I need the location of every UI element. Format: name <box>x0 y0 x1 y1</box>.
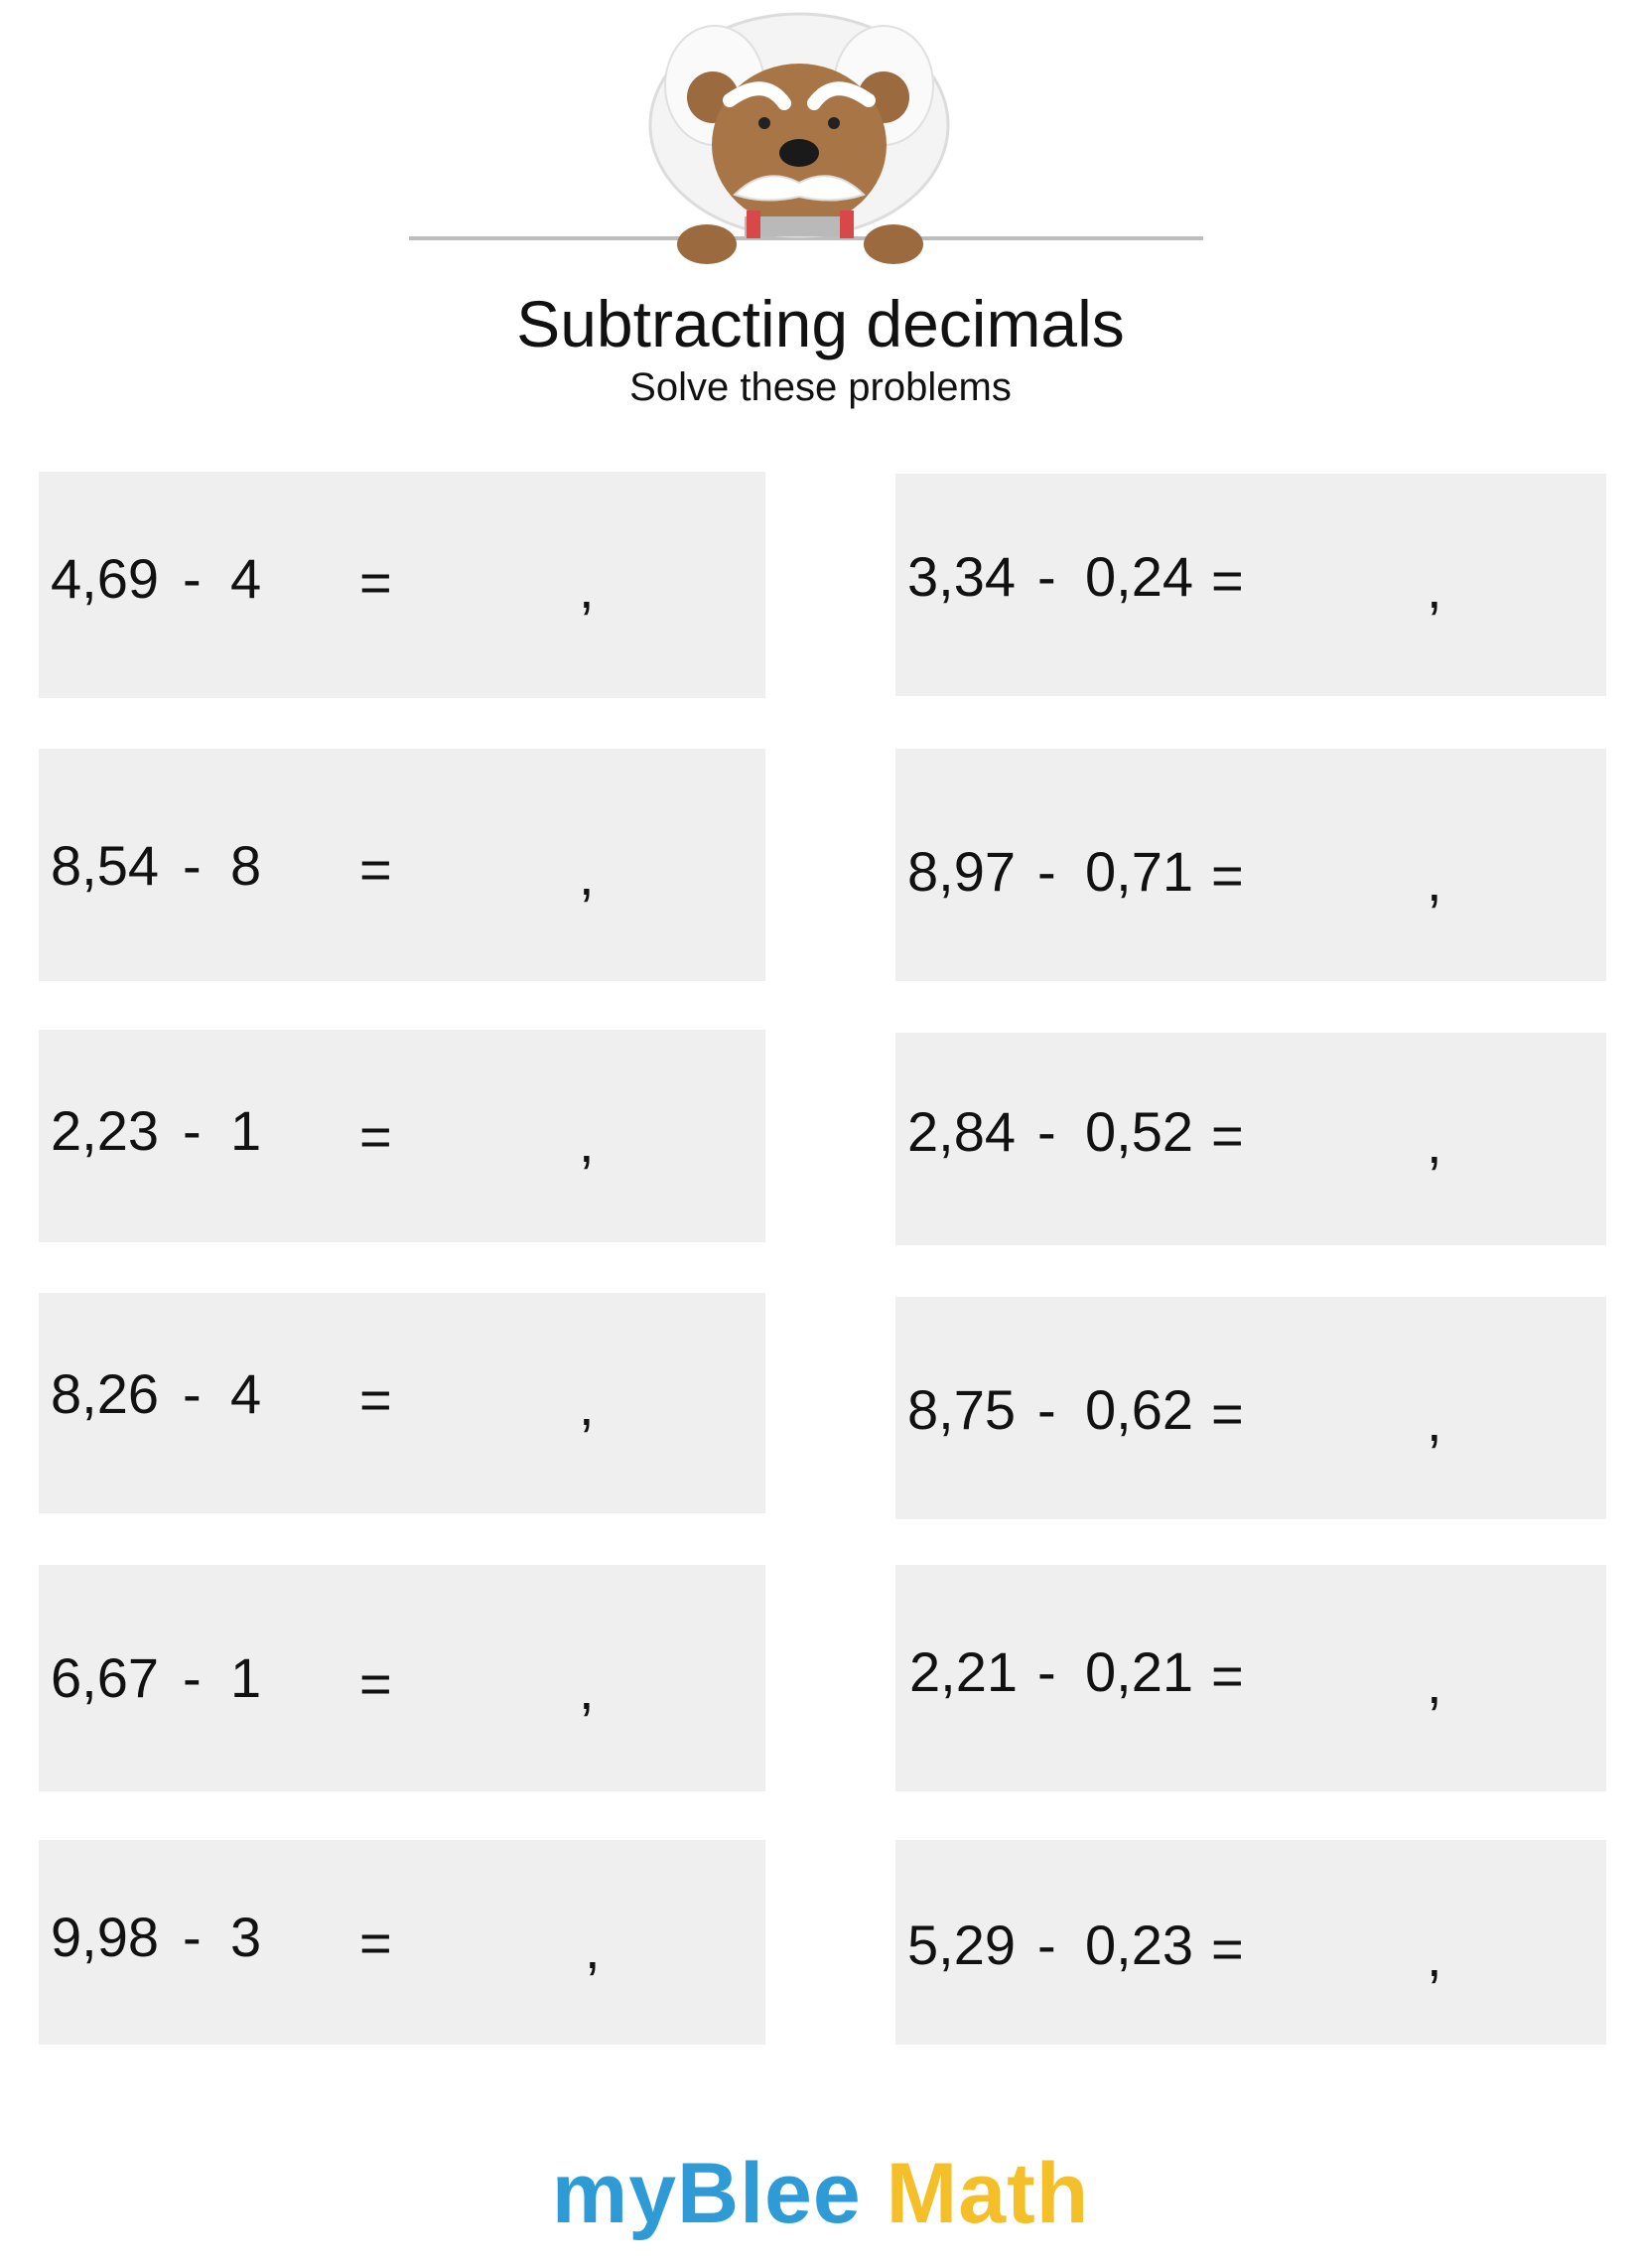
operand-a: 5,29 <box>907 1914 1016 1976</box>
equals-sign: = <box>1211 844 1244 907</box>
minus-sign: - <box>1037 1378 1056 1441</box>
answer-decimal-comma: , <box>1427 1925 1442 1988</box>
answer-decimal-comma: , <box>579 557 595 620</box>
logo-math: Math <box>861 2146 1090 2241</box>
answer-decimal-comma: , <box>579 1658 595 1721</box>
problem-card: 6,67 - 1 = , <box>39 1565 765 1791</box>
operand-a: 8,26 <box>51 1362 159 1425</box>
minus-sign: - <box>183 1099 202 1162</box>
equals-sign: = <box>359 1652 392 1715</box>
operand-b: 4 <box>230 1362 262 1425</box>
minus-sign: - <box>183 1906 202 1968</box>
problem-card: 9,98 - 3 = , <box>39 1840 765 2045</box>
operand-a: 2,21 <box>909 1640 1018 1703</box>
equals-sign: = <box>359 838 392 901</box>
answer-decimal-comma: , <box>579 844 595 907</box>
problem-card: 2,21 - 0,21 = , <box>895 1565 1606 1791</box>
equals-sign: = <box>359 1368 392 1431</box>
operand-a: 3,34 <box>907 545 1016 608</box>
minus-sign: - <box>1037 840 1056 903</box>
minus-sign: - <box>1037 545 1056 608</box>
problem-card: 5,29 - 0,23 = , <box>895 1840 1606 2045</box>
problem-card: 2,23 - 1 = , <box>39 1030 765 1242</box>
minus-sign: - <box>1037 1640 1056 1703</box>
logo-my: my <box>551 2146 678 2241</box>
operand-b: 4 <box>230 547 262 610</box>
problem-card: 8,54 - 8 = , <box>39 749 765 981</box>
operand-b: 0,62 <box>1085 1378 1193 1441</box>
problem-card: 2,84 - 0,52 = , <box>895 1033 1606 1245</box>
equals-sign: = <box>1211 1382 1244 1445</box>
operand-a: 2,84 <box>907 1100 1016 1163</box>
operand-b: 0,21 <box>1085 1640 1193 1703</box>
equals-sign: = <box>1211 1104 1244 1167</box>
minus-sign: - <box>183 547 202 610</box>
operand-a: 8,54 <box>51 834 159 897</box>
operand-b: 8 <box>230 834 262 897</box>
header-divider <box>409 236 1203 240</box>
bear-mascot-icon <box>648 12 950 264</box>
answer-decimal-comma: , <box>579 1111 595 1174</box>
page-title: Subtracting decimals <box>516 287 1125 360</box>
answer-decimal-comma: , <box>1427 850 1442 913</box>
operand-b: 0,71 <box>1085 840 1193 903</box>
operand-b: 1 <box>230 1099 262 1162</box>
answer-decimal-comma: , <box>1427 1390 1442 1453</box>
myblee-math-logo: myBlee Math <box>0 2145 1641 2243</box>
equals-sign: = <box>1211 1644 1244 1707</box>
answer-decimal-comma: , <box>1427 1652 1442 1715</box>
answer-decimal-comma: , <box>579 1374 595 1437</box>
operand-a: 4,69 <box>51 547 159 610</box>
operand-a: 2,23 <box>51 1099 159 1162</box>
operand-b: 1 <box>230 1646 262 1709</box>
answer-decimal-comma: , <box>1427 1112 1442 1175</box>
equals-sign: = <box>1211 549 1244 612</box>
equals-sign: = <box>359 1105 392 1168</box>
minus-sign: - <box>1037 1100 1056 1163</box>
operand-a: 6,67 <box>51 1646 159 1709</box>
equals-sign: = <box>359 551 392 614</box>
minus-sign: - <box>183 1362 202 1425</box>
problem-card: 4,69 - 4 = , <box>39 472 765 698</box>
operand-b: 0,24 <box>1085 545 1193 608</box>
page-subtitle: Solve these problems <box>629 365 1012 409</box>
equals-sign: = <box>1211 1917 1244 1980</box>
operand-b: 3 <box>230 1906 262 1968</box>
operand-a: 8,75 <box>907 1378 1016 1441</box>
minus-sign: - <box>183 1646 202 1709</box>
operand-a: 9,98 <box>51 1906 159 1968</box>
equals-sign: = <box>359 1912 392 1974</box>
operand-a: 8,97 <box>907 840 1016 903</box>
logo-blee: Blee <box>677 2146 862 2241</box>
answer-decimal-comma: , <box>1427 557 1442 620</box>
minus-sign: - <box>183 834 202 897</box>
operand-b: 0,52 <box>1085 1100 1193 1163</box>
minus-sign: - <box>1037 1914 1056 1976</box>
answer-decimal-comma: , <box>585 1917 601 1980</box>
operand-b: 0,23 <box>1085 1914 1193 1976</box>
problem-card: 8,26 - 4 = , <box>39 1293 765 1513</box>
problem-card: 8,75 - 0,62 = , <box>895 1297 1606 1519</box>
problem-card: 3,34 - 0,24 = , <box>895 474 1606 696</box>
problem-card: 8,97 - 0,71 = , <box>895 749 1606 981</box>
